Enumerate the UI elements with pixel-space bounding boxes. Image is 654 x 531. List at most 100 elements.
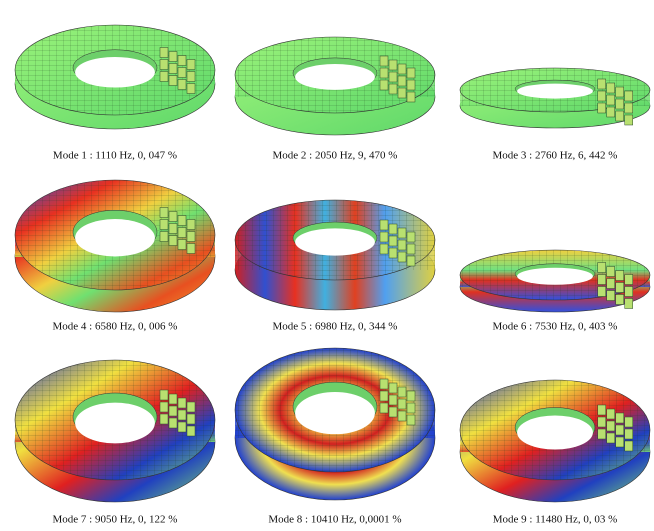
tube-bundle xyxy=(615,98,624,110)
tube-bundle xyxy=(159,231,169,242)
tube-bundle xyxy=(177,55,187,66)
mode-shape xyxy=(459,67,651,129)
tube-bundle xyxy=(606,106,615,118)
tube-bundle xyxy=(606,278,615,289)
tube-bundle xyxy=(406,67,416,79)
tube-bundle xyxy=(159,401,169,413)
tube-bundle xyxy=(624,90,633,102)
mode-caption: Mode 6 : 7530 Hz, 0, 403 % xyxy=(493,321,618,333)
tube-bundle xyxy=(379,79,389,91)
mode-shape xyxy=(459,249,651,313)
mode-caption: Mode 2 : 2050 Hz, 9, 470 % xyxy=(273,150,398,162)
mode-shape xyxy=(234,36,436,136)
tube-bundle xyxy=(615,436,624,448)
tube-bundle xyxy=(168,223,178,234)
mode-shape xyxy=(234,199,436,311)
tube-bundle xyxy=(624,416,633,428)
tube-bundle xyxy=(379,390,389,402)
tube-bundle xyxy=(388,235,398,247)
tube-bundle xyxy=(168,75,178,86)
torus-hole xyxy=(75,402,155,444)
tube-bundle xyxy=(615,424,624,436)
tube-bundle xyxy=(597,262,606,273)
tube-bundle xyxy=(177,421,187,433)
tube-bundle xyxy=(397,239,407,251)
tube-bundle xyxy=(624,298,633,309)
tube-bundle xyxy=(159,59,169,70)
tube-bundle xyxy=(397,398,407,410)
tube-bundle xyxy=(397,251,407,263)
tube-bundle xyxy=(397,75,407,87)
tube-bundle xyxy=(159,389,169,401)
tube-bundle xyxy=(379,231,389,243)
tube-bundle xyxy=(168,51,178,62)
mode-shape xyxy=(14,24,216,130)
tube-bundle xyxy=(406,414,416,426)
tube-bundle xyxy=(397,227,407,239)
mode-caption: Mode 3 : 2760 Hz, 6, 442 % xyxy=(493,150,618,162)
mode-shape xyxy=(459,379,651,503)
tube-bundle xyxy=(186,413,196,425)
tube-bundle xyxy=(159,71,169,82)
tube-bundle xyxy=(624,274,633,285)
tube-bundle xyxy=(624,428,633,440)
tube-bundle xyxy=(388,394,398,406)
tube-bundle xyxy=(615,294,624,305)
tube-bundle xyxy=(615,270,624,281)
tube-bundle xyxy=(159,207,169,218)
tube-bundle xyxy=(606,290,615,301)
tube-bundle xyxy=(406,79,416,91)
tube-bundle xyxy=(177,67,187,78)
tube-bundle xyxy=(186,83,196,94)
tube-bundle xyxy=(388,382,398,394)
tube-bundle xyxy=(606,408,615,420)
tube-bundle xyxy=(397,63,407,75)
tube-bundle xyxy=(624,440,633,452)
torus-hole xyxy=(295,392,375,435)
tube-bundle xyxy=(168,63,178,74)
tube-bundle xyxy=(615,412,624,424)
tube-bundle xyxy=(168,211,178,222)
tube-bundle xyxy=(186,243,196,254)
tube-bundle xyxy=(624,102,633,114)
torus-hole xyxy=(75,219,155,257)
mode-shape xyxy=(14,179,216,313)
mode-caption: Mode 4 : 6580 Hz, 0, 006 % xyxy=(53,321,178,333)
tube-bundle xyxy=(597,102,606,114)
tube-bundle xyxy=(606,432,615,444)
torus-hole xyxy=(75,56,155,88)
tube-bundle xyxy=(186,425,196,437)
tube-bundle xyxy=(186,71,196,82)
torus-hole xyxy=(517,83,593,99)
tube-bundle xyxy=(388,83,398,95)
tube-bundle xyxy=(397,410,407,422)
tube-bundle xyxy=(406,231,416,243)
tube-bundle xyxy=(168,235,178,246)
tube-bundle xyxy=(615,282,624,293)
tube-bundle xyxy=(379,67,389,79)
torus-hole xyxy=(295,228,375,256)
mode-shape xyxy=(234,347,436,501)
tube-bundle xyxy=(615,86,624,98)
tube-bundle xyxy=(597,404,606,416)
tube-bundle xyxy=(597,90,606,102)
tube-bundle xyxy=(168,417,178,429)
mode-caption: Mode 1 : 1110 Hz, 0, 047 % xyxy=(53,150,177,162)
tube-bundle xyxy=(624,114,633,126)
tube-bundle xyxy=(406,255,416,267)
tube-bundle xyxy=(406,91,416,103)
tube-bundle xyxy=(379,219,389,231)
tube-bundle xyxy=(597,274,606,285)
tube-bundle xyxy=(388,247,398,259)
torus-hole xyxy=(295,63,375,90)
tube-bundle xyxy=(379,378,389,390)
tube-bundle xyxy=(186,59,196,70)
tube-bundle xyxy=(388,71,398,83)
tube-bundle xyxy=(159,219,169,230)
tube-bundle xyxy=(388,59,398,71)
tube-bundle xyxy=(597,78,606,90)
tube-bundle xyxy=(168,405,178,417)
tube-bundle xyxy=(397,87,407,99)
mode-caption: Mode 8 : 10410 Hz, 0,0001 % xyxy=(268,514,401,526)
torus-hole xyxy=(517,415,593,450)
